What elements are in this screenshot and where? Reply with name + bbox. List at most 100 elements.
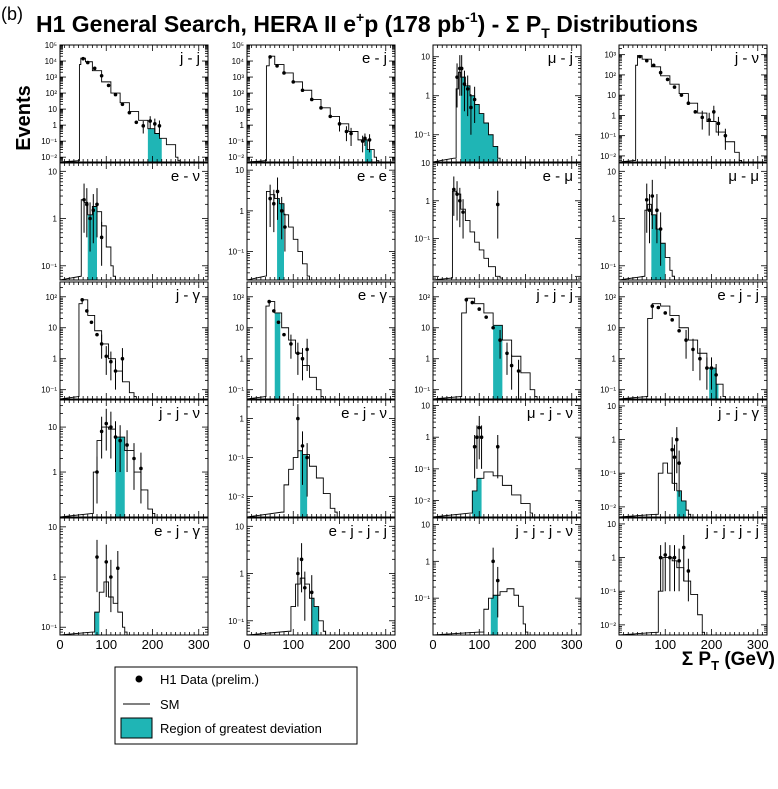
deviation-region (460, 77, 498, 162)
x-tick-label: 200 (329, 637, 351, 652)
data-point (109, 575, 113, 579)
plot-area (619, 179, 675, 280)
y-tick-label: 10 (607, 402, 616, 411)
y-tick-label: 10⁻² (228, 493, 244, 502)
data-point (337, 122, 342, 126)
data-point (85, 202, 89, 207)
y-tick-label: 10² (604, 293, 616, 302)
data-point (104, 421, 109, 426)
deviation-region (311, 598, 319, 635)
data-point (658, 227, 663, 231)
data-point (106, 83, 111, 88)
y-tick-label: 10⁻¹ (228, 617, 244, 626)
y-tick-label: 10⁴ (45, 57, 58, 66)
data-point (677, 559, 681, 563)
data-point (157, 124, 162, 128)
x-tick-label: 0 (615, 637, 622, 652)
sm-curve (433, 190, 503, 280)
data-point (647, 208, 652, 213)
data-point (495, 578, 500, 583)
panel-20: 10⁻² 10⁻¹ 1 10 j - j - j - j (600, 517, 768, 636)
channel-label: j - γ (175, 287, 201, 304)
channel-label: j - j - γ (717, 405, 759, 422)
x-tick-labels: 0 100 200 300 0 100 200 300 0 100 200 300 0 100 200 300 (56, 637, 768, 652)
data-point (272, 309, 276, 313)
data-point (81, 56, 85, 61)
x-tick-label: 300 (747, 637, 769, 652)
y-tick-label: 10⁻¹ (600, 587, 616, 596)
data-point (363, 136, 367, 141)
y-tick-label: 10⁻¹ (228, 454, 244, 463)
data-point (712, 110, 716, 114)
channel-label: μ - j - ν (527, 405, 573, 422)
y-tick-label: 10⁻¹ (600, 469, 616, 478)
panel-10: 10⁻¹ 1 10 10² e - γ (228, 281, 396, 400)
plot-area (619, 54, 743, 162)
sm-curve (247, 55, 380, 162)
plot-area (247, 543, 327, 635)
x-tick-label: 300 (561, 637, 583, 652)
data-point (668, 555, 672, 560)
channel-label: e - j - ν (341, 405, 387, 422)
data-point (459, 66, 464, 71)
data-point (464, 297, 469, 302)
data-point (458, 198, 462, 203)
y-tick-label: 1 (612, 436, 617, 445)
y-tick-label: 10³ (45, 73, 57, 82)
data-point (672, 555, 677, 560)
data-point (452, 187, 456, 192)
data-point (282, 71, 286, 75)
data-point (655, 208, 659, 213)
data-point (360, 139, 365, 143)
y-tick-label: 10 (421, 324, 430, 333)
data-point (684, 338, 688, 342)
data-point (686, 101, 691, 106)
data-point (134, 120, 139, 125)
panel-2: 10⁻² 10⁻¹ 1 10 10² 10³ 10⁴ 10⁵ e - j (228, 41, 396, 163)
y-tick-label: 1 (426, 92, 431, 101)
panel-12: 10⁻¹ 1 10 10² e - j - j (600, 281, 768, 400)
data-point (109, 359, 113, 364)
y-tick-label: 10 (607, 167, 616, 176)
channel-label: e - j (362, 50, 387, 67)
data-point (272, 201, 276, 206)
deviation-region (300, 450, 308, 517)
panel-11: 10⁻¹ 1 10 10² j - j - j (414, 281, 582, 400)
data-point (141, 124, 146, 128)
y-tick-label: 1 (426, 433, 431, 442)
data-point (319, 106, 323, 110)
data-point (672, 455, 677, 459)
data-point (495, 444, 500, 449)
legend-region-swatch (120, 717, 153, 739)
channel-label: e - j - j (717, 287, 759, 304)
panel-6: 10⁻¹ 1 10 e - e (228, 162, 396, 281)
y-tick-label: 10 (607, 520, 616, 529)
x-tick-label: 300 (375, 637, 397, 652)
sm-curve (619, 303, 726, 399)
data-point (113, 435, 118, 439)
data-point (80, 297, 84, 302)
sm-curve (619, 55, 743, 162)
y-tick-label: 1 (240, 207, 245, 216)
data-point (109, 425, 113, 429)
data-point (120, 102, 125, 107)
data-point (300, 356, 305, 361)
deviation-region (274, 312, 281, 399)
data-point (305, 455, 309, 460)
data-point (644, 58, 649, 63)
data-point (296, 571, 300, 576)
channel-label: μ - j (548, 50, 573, 67)
y-tick-label: 1 (53, 573, 58, 582)
y-tick-label: 10 (235, 324, 244, 333)
data-point (644, 197, 649, 202)
data-point (104, 560, 109, 564)
data-point (282, 332, 286, 337)
channel-label: j - j - j - ν (515, 523, 574, 540)
y-tick-label: 10⁻¹ (228, 248, 244, 257)
data-point (663, 553, 668, 557)
x-tick-label: 0 (56, 637, 63, 652)
plot-area (60, 408, 156, 517)
y-tick-label: 10³ (604, 51, 616, 60)
plot-area (247, 177, 310, 280)
x-axis-label: Σ PT (GeV) (682, 649, 775, 673)
